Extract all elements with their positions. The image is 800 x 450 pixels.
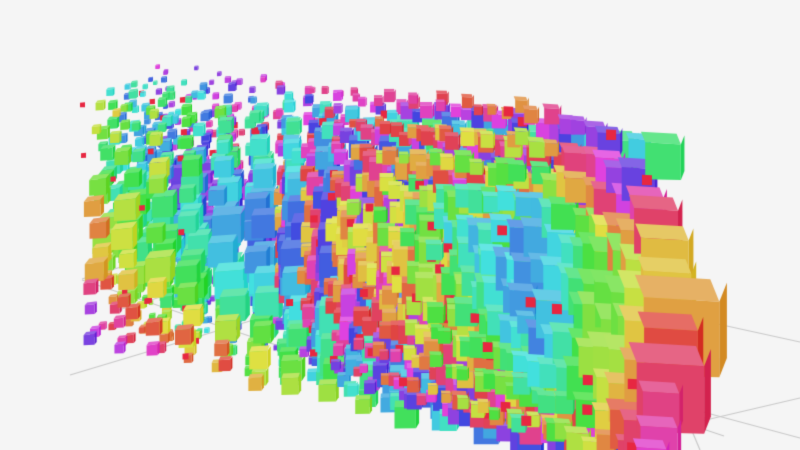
app-background: { "scene": { "background_color": "#f5f5f… [0, 0, 800, 450]
cube-field-canvas[interactable] [0, 0, 800, 450]
3d-scene-viewport[interactable] [0, 0, 800, 450]
